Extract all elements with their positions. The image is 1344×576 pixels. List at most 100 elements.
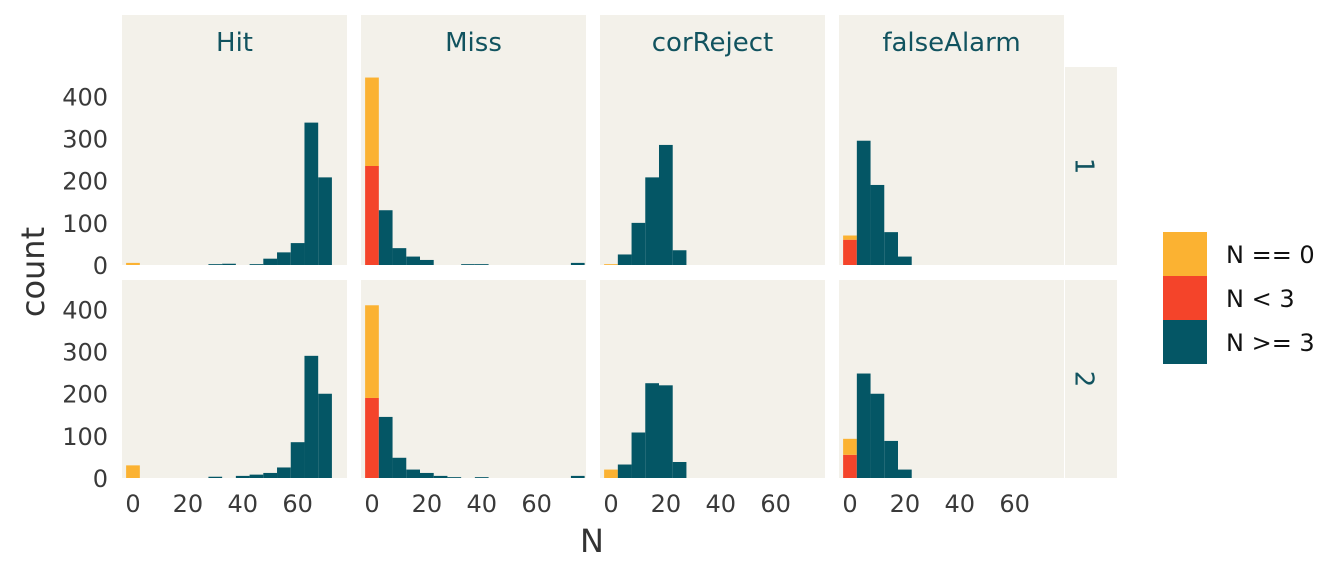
bar-falseAlarm-2-bin10-N >= 3 — [870, 393, 885, 478]
y-tick-label: 0 — [93, 465, 108, 493]
bar-corReject-1-bin0-N == 0 — [604, 264, 618, 265]
bar-corReject-1-bin5-N >= 3 — [617, 254, 632, 265]
bar-Hit-1-bin70-N >= 3 — [318, 177, 332, 265]
legend-label-2: N >= 3 — [1226, 329, 1315, 357]
bar-Miss-1-bin40-N >= 3 — [474, 264, 489, 265]
y-tick-label: 100 — [62, 210, 108, 238]
x-tick-label: 60 — [282, 490, 313, 518]
y-tick-label: 200 — [62, 168, 108, 196]
bar-Miss-2-bin25-N >= 3 — [433, 475, 448, 478]
row-strip-2 — [1065, 280, 1117, 478]
bar-Miss-2-bin0-N < 3 — [365, 397, 379, 478]
bar-Miss-2-bin10-N >= 3 — [392, 457, 407, 478]
x-tick-label: 0 — [125, 490, 140, 518]
bar-Hit-2-bin50-N >= 3 — [263, 472, 278, 478]
strip-label-Miss: Miss — [445, 28, 502, 58]
x-tick-label: 40 — [705, 490, 736, 518]
bar-falseAlarm-2-bin15-N >= 3 — [884, 440, 898, 478]
bar-corReject-2-bin25-N >= 3 — [672, 461, 687, 478]
bar-corReject-1-bin25-N >= 3 — [672, 250, 687, 265]
bar-corReject-2-bin20-N >= 3 — [658, 385, 673, 478]
x-tick-label: 60 — [760, 490, 791, 518]
bar-corReject-1-bin15-N >= 3 — [645, 177, 659, 265]
y-tick-label: 200 — [62, 381, 108, 409]
panel-Miss-2 — [361, 280, 586, 478]
panel-corReject-2 — [600, 280, 825, 478]
bar-falseAlarm-1-bin0-N < 3 — [843, 239, 857, 265]
bar-corReject-1-bin10-N >= 3 — [631, 222, 646, 265]
bar-Miss-2-bin20-N >= 3 — [419, 472, 434, 478]
legend: N == 0 N < 3 N >= 3 — [1163, 232, 1315, 364]
panels-layer — [122, 67, 1064, 478]
bar-Hit-2-bin45-N >= 3 — [249, 474, 264, 478]
x-tick-label: 0 — [364, 490, 379, 518]
bar-Hit-2-bin70-N >= 3 — [318, 393, 332, 478]
panel-Miss-1 — [361, 67, 586, 265]
y-axis-title: count — [14, 227, 52, 317]
bar-Hit-1-bin30-N >= 3 — [208, 264, 223, 265]
bar-Miss-1-bin35-N >= 3 — [461, 264, 475, 265]
row-strip-label-2: 2 — [1069, 371, 1099, 388]
bar-falseAlarm-2-bin0-N == 0 — [843, 438, 857, 455]
y-tick-label: 100 — [62, 423, 108, 451]
bar-Miss-1-bin0-N == 0 — [365, 77, 379, 166]
bar-falseAlarm-1-bin10-N >= 3 — [870, 184, 885, 265]
x-tick-label: 20 — [412, 490, 443, 518]
bar-falseAlarm-2-bin0-N < 3 — [843, 454, 857, 478]
row-strip-1 — [1065, 67, 1117, 265]
bar-Miss-1-bin0-N < 3 — [365, 166, 379, 265]
legend-key-2 — [1163, 320, 1207, 364]
x-tick-label: 40 — [227, 490, 258, 518]
bar-falseAlarm-1-bin15-N >= 3 — [884, 232, 898, 265]
strips-layer: Hit Miss corReject falseAlarm 1 2 — [122, 15, 1117, 478]
bar-falseAlarm-1-bin5-N >= 3 — [856, 140, 871, 265]
legend-key-0 — [1163, 232, 1207, 276]
panel-Hit-1 — [122, 67, 347, 265]
bar-Hit-1-bin65-N >= 3 — [304, 122, 319, 265]
bar-Hit-1-bin50-N >= 3 — [263, 258, 278, 265]
strip-label-corReject: corReject — [652, 28, 774, 58]
strip-Hit — [122, 15, 347, 67]
bar-Miss-1-bin75-N >= 3 — [570, 262, 585, 265]
bar-Hit-2-bin60-N >= 3 — [290, 442, 305, 478]
y-tick-label: 300 — [62, 126, 108, 154]
bar-Miss-1-bin5-N >= 3 — [378, 210, 393, 265]
x-tick-label: 60 — [521, 490, 552, 518]
bar-Hit-1-bin55-N >= 3 — [277, 252, 291, 265]
x-tick-label: 20 — [890, 490, 921, 518]
x-tick-label: 40 — [466, 490, 497, 518]
panel-falseAlarm-2 — [839, 280, 1064, 478]
bar-corReject-2-bin15-N >= 3 — [645, 383, 659, 478]
bar-Hit-2-bin0-N == 0 — [126, 465, 140, 478]
panel-background — [361, 67, 586, 265]
panel-corReject-1 — [600, 67, 825, 265]
x-tick-label: 20 — [173, 490, 204, 518]
y-tick-label: 0 — [93, 252, 108, 280]
bar-Hit-1-bin0-N == 0 — [126, 262, 140, 265]
bar-falseAlarm-2-bin5-N >= 3 — [856, 373, 871, 478]
bar-Miss-2-bin0-N == 0 — [365, 305, 379, 398]
strip-corReject — [600, 15, 825, 67]
row-strip-label-1: 1 — [1069, 158, 1099, 175]
bar-corReject-1-bin20-N >= 3 — [658, 144, 673, 265]
bar-corReject-2-bin0-N == 0 — [604, 469, 618, 478]
bar-Hit-1-bin60-N >= 3 — [290, 243, 305, 265]
bar-Miss-1-bin10-N >= 3 — [392, 248, 407, 265]
panel-background — [361, 280, 586, 478]
y-tick-label: 400 — [62, 83, 108, 111]
y-tick-label: 400 — [62, 296, 108, 324]
legend-label-0: N == 0 — [1226, 241, 1315, 269]
bar-Miss-2-bin5-N >= 3 — [378, 416, 393, 478]
bar-falseAlarm-1-bin0-N == 0 — [843, 235, 857, 240]
bar-Hit-1-bin45-N >= 3 — [249, 264, 264, 265]
x-axis-title: N — [580, 522, 604, 560]
legend-key-1 — [1163, 276, 1207, 320]
panel-falseAlarm-1 — [839, 67, 1064, 265]
bar-Miss-2-bin30-N >= 3 — [447, 477, 462, 478]
legend-label-1: N < 3 — [1226, 285, 1295, 313]
x-tick-label: 0 — [603, 490, 618, 518]
bar-Miss-2-bin40-N >= 3 — [474, 477, 489, 478]
strip-label-falseAlarm: falseAlarm — [882, 28, 1020, 58]
bar-Hit-2-bin55-N >= 3 — [277, 467, 291, 478]
